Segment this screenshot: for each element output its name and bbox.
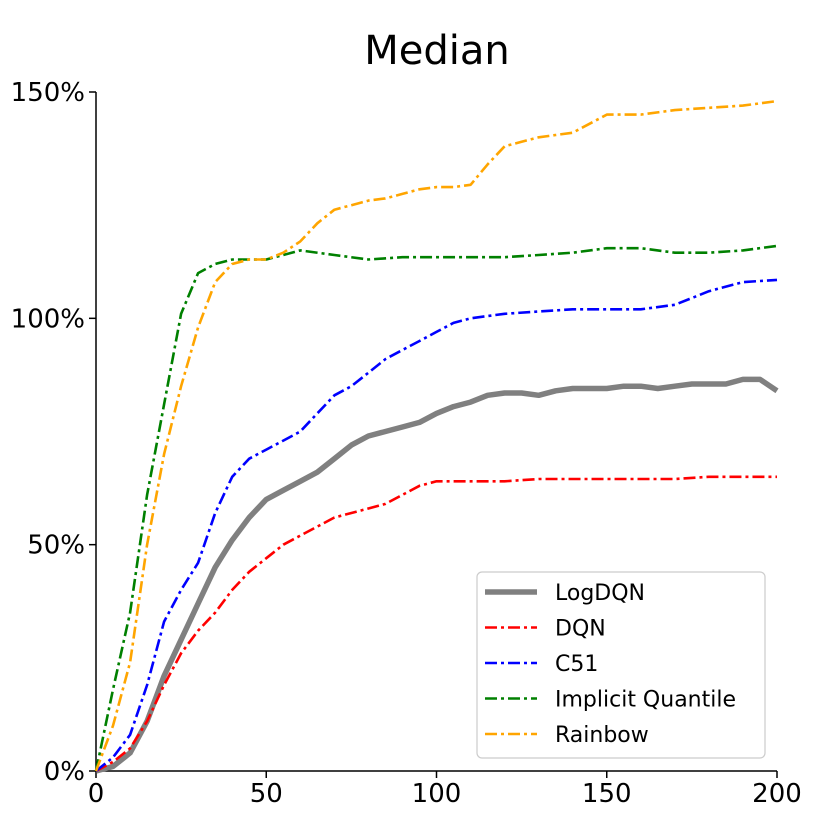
y-tick-label: 100% bbox=[11, 304, 85, 334]
legend-label: DQN bbox=[555, 617, 606, 642]
legend-label: LogDQN bbox=[555, 581, 645, 606]
series-line-c51 bbox=[95, 278, 778, 773]
x-tick-label: 50 bbox=[250, 779, 283, 809]
series-line-logdqn bbox=[95, 376, 779, 774]
series-line-rainbow bbox=[94, 99, 778, 772]
legend: LogDQN DQN C51 Implicit Quantile Rainbow bbox=[476, 571, 766, 759]
legend-label: Implicit Quantile bbox=[555, 688, 736, 713]
legend-label: C51 bbox=[555, 652, 598, 677]
series-line-implicit-quantile bbox=[94, 244, 778, 772]
y-tick-label: 0% bbox=[44, 757, 85, 787]
x-tick-label: 0 bbox=[88, 779, 105, 809]
axes: 0 50 100 150 200 0% 50% 100% 150% bbox=[11, 78, 802, 809]
x-tick-label: 200 bbox=[752, 779, 802, 809]
y-tick-label: 150% bbox=[11, 78, 85, 108]
x-tick-label: 150 bbox=[582, 779, 632, 809]
y-tick-label: 50% bbox=[27, 531, 85, 561]
chart-title: Median bbox=[364, 28, 510, 74]
series-layer bbox=[94, 99, 779, 774]
x-tick-label: 100 bbox=[412, 779, 462, 809]
series-line-dqn bbox=[95, 475, 777, 773]
legend-label: Rainbow bbox=[555, 723, 649, 748]
legend-box bbox=[476, 571, 766, 759]
